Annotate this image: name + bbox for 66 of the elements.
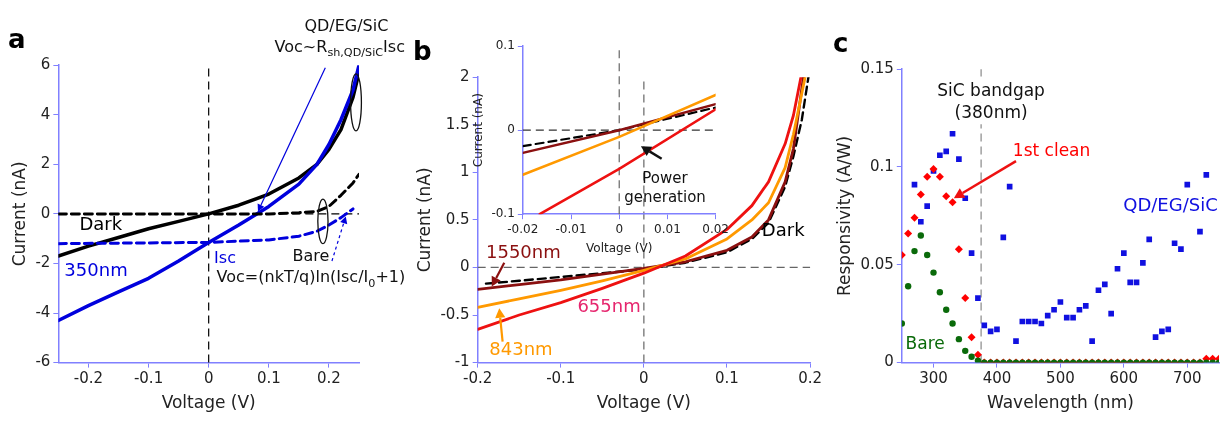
y-tick-label: 0.1 bbox=[869, 156, 894, 175]
text: QD/EG/SiC bbox=[304, 15, 389, 35]
x-tick-label: 500 bbox=[1046, 369, 1075, 388]
annotation: Power generation bbox=[624, 168, 706, 206]
y-tick-label: 1 bbox=[460, 162, 470, 181]
y-tick-label: 0.1 bbox=[495, 38, 515, 53]
series-label: QD/EG/SiC bbox=[1123, 193, 1218, 215]
chart-title: b bbox=[413, 36, 432, 67]
y-tick-label: -4 bbox=[35, 302, 51, 321]
x-tick-label: 0 bbox=[639, 369, 649, 388]
y-tick-label: -1 bbox=[454, 352, 470, 371]
x-tick-label: 0.2 bbox=[317, 369, 341, 388]
series-label: 1550nm bbox=[485, 240, 561, 262]
chart-title: a bbox=[8, 24, 26, 55]
x-tick-label: 0 bbox=[615, 221, 624, 236]
x-tick-label: -0.1 bbox=[133, 369, 164, 388]
x-tick-label: -0.2 bbox=[73, 369, 104, 388]
series-label: 655nm bbox=[577, 295, 641, 317]
x-axis-title: Voltage (V) bbox=[586, 240, 653, 255]
y-tick-label: 2 bbox=[40, 154, 51, 173]
y-tick-label: 0 bbox=[884, 352, 894, 371]
x-tick-label: 300 bbox=[919, 369, 948, 388]
y-tick-label: 4 bbox=[40, 104, 51, 123]
ref-line-label: SiC bandgap (380nm) bbox=[937, 79, 1045, 122]
x-tick-label: -0.1 bbox=[546, 369, 576, 388]
y-tick-label: -0.1 bbox=[491, 206, 515, 221]
x-axis-title: Wavelength (nm) bbox=[986, 392, 1134, 413]
text: 1st clean bbox=[1012, 139, 1091, 160]
x-axis-title: Voltage (V) bbox=[161, 392, 256, 413]
y-tick-label: -2 bbox=[35, 253, 51, 272]
x-tick-label: -0.2 bbox=[463, 369, 493, 388]
x-tick-label: 0.1 bbox=[256, 369, 281, 388]
y-axis-title: Responsivity (A/W) bbox=[833, 135, 854, 297]
y-tick-label: 0.05 bbox=[860, 254, 894, 273]
series-label: Dark bbox=[761, 218, 806, 240]
y-tick-label: 0 bbox=[460, 257, 470, 276]
series-label: Dark bbox=[79, 212, 123, 234]
annotation: Bare bbox=[292, 246, 330, 266]
y-tick-label: 0 bbox=[507, 122, 515, 137]
y-tick-label: -6 bbox=[35, 352, 51, 371]
x-tick-label: 0.1 bbox=[715, 369, 739, 388]
y-axis-title: Current (nA) bbox=[471, 93, 486, 168]
legend-label: 843nm bbox=[489, 337, 553, 359]
y-tick-label: 6 bbox=[40, 55, 51, 74]
x-tick-label: -0.01 bbox=[555, 221, 587, 236]
x-tick-label: 600 bbox=[1109, 369, 1139, 388]
y-tick-label: 0 bbox=[40, 203, 51, 222]
x-tick-label: 0 bbox=[203, 369, 214, 388]
x-tick-label: 400 bbox=[982, 369, 1012, 388]
x-tick-label: 0.2 bbox=[798, 369, 822, 388]
y-axis-title: Current (nA) bbox=[8, 161, 29, 267]
y-tick-label: 0.15 bbox=[860, 59, 894, 78]
y-tick-label: 2 bbox=[460, 67, 470, 86]
x-axis-title: Voltage (V) bbox=[596, 392, 691, 413]
x-tick-label: 0.01 bbox=[654, 221, 681, 236]
x-tick-label: 700 bbox=[1172, 369, 1202, 388]
y-axis-title: Current (nA) bbox=[413, 167, 434, 273]
series-label: Bare bbox=[905, 333, 945, 354]
y-tick-label: 1.5 bbox=[445, 114, 470, 133]
x-tick-label: -0.02 bbox=[507, 221, 539, 236]
chart-title: c bbox=[833, 28, 849, 59]
y-tick-label: 0.5 bbox=[445, 209, 470, 228]
series-label: 350nm bbox=[64, 258, 128, 280]
y-tick-label: -0.5 bbox=[440, 304, 470, 323]
annotation: Isc bbox=[214, 247, 236, 267]
x-tick-label: 0.02 bbox=[702, 221, 729, 236]
